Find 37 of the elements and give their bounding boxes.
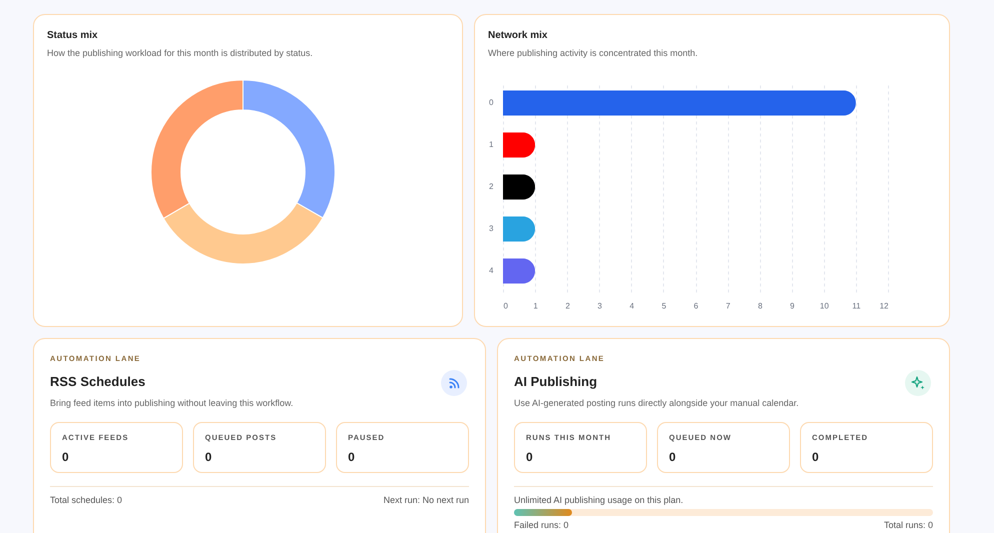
- chart-title: Network mix: [488, 30, 548, 41]
- x-tick-label: 11: [852, 302, 862, 310]
- text: 0: [526, 450, 533, 464]
- text: 0: [812, 450, 819, 464]
- x-tick-label: 10: [820, 302, 830, 310]
- text: 0: [348, 450, 355, 464]
- x-tick-label: 4: [630, 302, 635, 310]
- x-tick-label: 3: [598, 302, 603, 310]
- text: AI Publishing: [514, 374, 598, 389]
- x-tick-label: 8: [758, 302, 763, 310]
- text: Unlimited AI publishing usage on this plan.: [514, 495, 684, 505]
- y-tick-label: 1: [489, 140, 494, 149]
- y-tick-label: 4: [489, 266, 494, 275]
- chart-title: Status mix: [47, 30, 98, 41]
- y-tick-label: 0: [489, 98, 494, 107]
- y-tick-label: 2: [489, 182, 494, 191]
- text: 0: [62, 450, 69, 464]
- text: RSS Schedules: [50, 374, 146, 389]
- text: Total schedules: 0: [50, 495, 122, 505]
- x-tick-label: 2: [565, 302, 570, 310]
- x-tick-label: 6: [694, 302, 699, 310]
- text: Use AI-generated posting runs directly alongside your manual calendar.: [514, 398, 799, 408]
- text: Bring feed items into publishing without leaving this workflow.: [50, 398, 294, 408]
- text: 0: [205, 450, 212, 464]
- x-tick-label: 7: [726, 302, 731, 310]
- x-tick-label: 5: [662, 302, 667, 310]
- text: 0: [669, 450, 676, 464]
- x-tick-label: 0: [504, 302, 508, 310]
- chart-subtitle: Where publishing activity is concentrated this month.: [488, 48, 698, 58]
- x-tick-label: 1: [533, 302, 538, 310]
- x-tick-label: 12: [880, 302, 890, 310]
- y-tick-label: 3: [489, 224, 494, 233]
- text: Failed runs: 0: [514, 520, 569, 530]
- text: Total runs: 0: [884, 520, 933, 530]
- text: Next run: No next run: [383, 495, 469, 505]
- x-tick-label: 9: [790, 302, 796, 310]
- chart-subtitle: How the publishing workload for this month is distributed by status.: [47, 48, 313, 58]
